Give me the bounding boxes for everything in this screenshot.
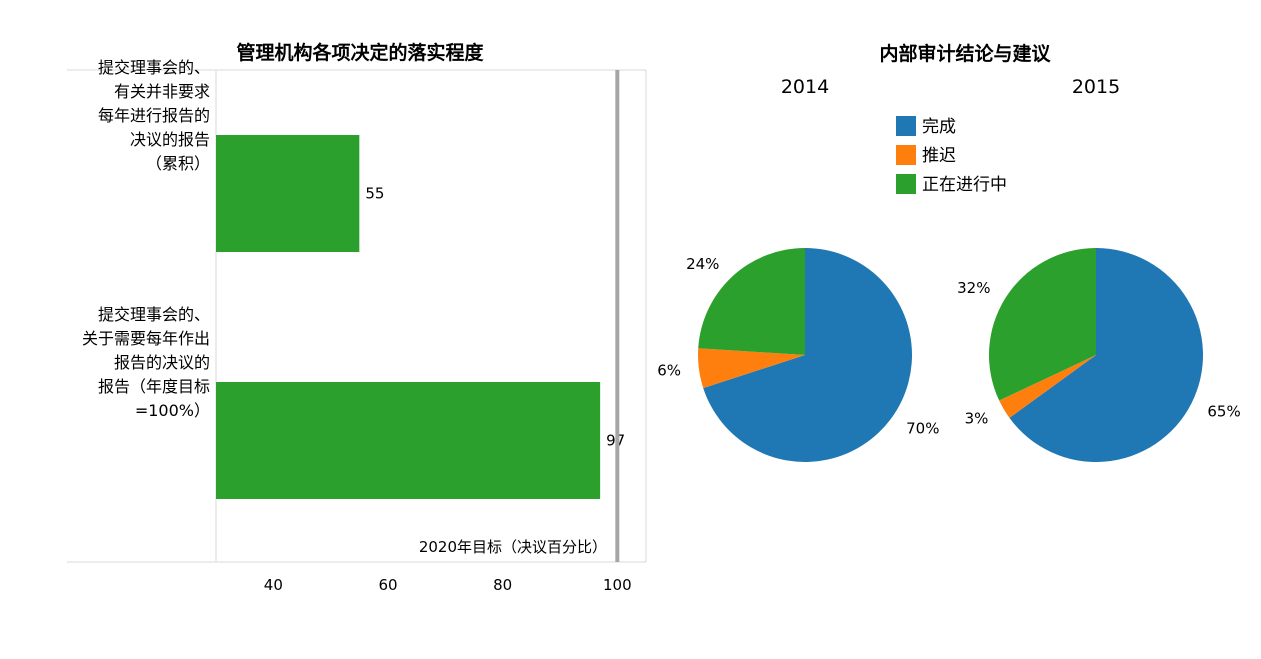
pie-2014-label-1: 6% — [657, 362, 681, 380]
category-label-1-line-4: =100%） — [135, 401, 210, 420]
category-label-1-line-3: 报告（年度目标 — [98, 377, 210, 396]
pie-2015-slice-2 — [989, 248, 1096, 401]
pie-2014-slice-2 — [698, 248, 805, 355]
legend-swatch-2 — [896, 174, 916, 194]
pie-2015-label-1: 3% — [965, 410, 989, 428]
category-label-1-line-2: 报告的决议的 — [114, 353, 210, 372]
bar-chart-title: 管理机构各项决定的落实程度 — [236, 41, 484, 64]
pie-2014-label-2: 24% — [686, 255, 719, 273]
legend-label-0: 完成 — [922, 117, 956, 137]
pie-2015-title: 2015 — [1072, 76, 1120, 98]
pie-chart-title: 内部审计结论与建议 — [879, 42, 1051, 65]
category-labels: 提交理事会的、有关并非要求每年进行报告的决议的报告（累积）提交理事会的、关于需要… — [82, 58, 210, 420]
category-label-0-line-3: 决议的报告 — [130, 130, 210, 149]
x-tick-40: 40 — [264, 576, 283, 594]
pie-2015-slice-0 — [1009, 248, 1203, 462]
pie-2014-slice-1 — [698, 348, 805, 389]
category-label-0-line-1: 有关并非要求 — [114, 82, 210, 101]
pies: 70% 6% 24% 65% 3% 32% — [657, 248, 1241, 462]
bar-value-label-0: 55 — [365, 185, 384, 203]
bar-chart: 管理机构各项决定的落实程度 5597 提交理事会的、有关并非要求每年进行报告的决… — [67, 41, 647, 594]
pie-2015-label-0: 65% — [1207, 403, 1240, 421]
category-label-0-line-0: 提交理事会的、 — [98, 58, 210, 77]
x-tick-100: 100 — [603, 576, 632, 594]
category-label-0-line-2: 每年进行报告的 — [98, 106, 210, 125]
x-tick-labels: 40 60 80 100 — [264, 576, 632, 594]
x-tick-60: 60 — [378, 576, 397, 594]
pie-2014-label-0: 70% — [906, 419, 939, 437]
pie-2014-title: 2014 — [781, 76, 829, 98]
bars — [216, 135, 601, 499]
legend-label-1: 推迟 — [922, 146, 956, 166]
pie-2015-label-2: 32% — [957, 279, 990, 297]
category-label-0-line-4: （累积） — [146, 154, 210, 173]
target-label: 2020年目标（决议百分比） — [419, 538, 607, 556]
pie-2015-slice-1 — [999, 355, 1096, 418]
pie-2014-slice-0 — [703, 248, 912, 462]
bar-1 — [216, 382, 601, 499]
legend-swatch-1 — [896, 145, 916, 165]
bar-0 — [216, 135, 360, 252]
category-label-1-line-1: 关于需要每年作出 — [82, 329, 210, 348]
category-label-1-line-0: 提交理事会的、 — [98, 305, 210, 324]
legend-swatch-0 — [896, 116, 916, 136]
x-tick-80: 80 — [493, 576, 512, 594]
legend-label-2: 正在进行中 — [922, 175, 1007, 195]
